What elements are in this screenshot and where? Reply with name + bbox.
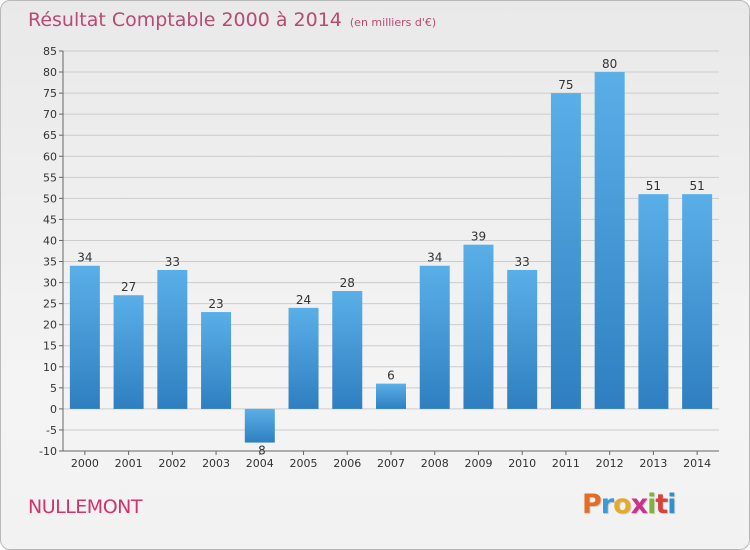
data-label-2000: 34 <box>77 251 92 265</box>
x-tick-label: 2006 <box>333 457 361 470</box>
y-tick-label: 15 <box>43 340 57 353</box>
bar-2009 <box>463 244 494 409</box>
x-tick-label: 2014 <box>683 457 711 470</box>
bar-2013 <box>638 194 669 409</box>
y-axis: -10 -5 0 5 10 15 20 25 30 35 40 45 50 55 60 65 70 75 80 85 <box>39 45 64 458</box>
bar-2010 <box>507 269 538 409</box>
data-label-2008: 34 <box>427 251 442 265</box>
bar-2002 <box>157 269 188 409</box>
data-label-2009: 39 <box>471 230 486 244</box>
y-tick-label: 5 <box>50 382 57 395</box>
x-tick-label: 2003 <box>202 457 230 470</box>
x-tick-label: 2013 <box>639 457 667 470</box>
logo-letter: P <box>582 489 602 520</box>
data-label-2002: 33 <box>165 255 180 269</box>
bar-2012 <box>594 72 625 409</box>
x-tick-label: 2001 <box>115 457 143 470</box>
data-label-2005: 24 <box>296 293 311 307</box>
data-label-2013: 51 <box>646 179 661 193</box>
x-tick-label: 2012 <box>596 457 624 470</box>
bars <box>69 72 713 443</box>
commune-name: NULLEMONT <box>28 496 142 518</box>
bar-2014 <box>682 194 713 409</box>
y-tick-label: 50 <box>43 192 57 205</box>
y-tick-label: 30 <box>43 277 57 290</box>
chart-title-text: Résultat Comptable 2000 à 2014 <box>28 9 342 31</box>
x-tick-label: 2010 <box>508 457 536 470</box>
data-label-2006: 28 <box>340 276 355 290</box>
y-tick-label: 10 <box>43 361 57 374</box>
bar-2007 <box>376 383 406 409</box>
x-tick-label: 2007 <box>377 457 405 470</box>
bar-2006 <box>332 291 363 409</box>
logo-letter: o <box>613 489 632 520</box>
logo-letter: t <box>655 489 668 520</box>
data-label-2012: 80 <box>602 57 617 71</box>
y-tick-label: -5 <box>46 424 57 437</box>
chart-unit: (en milliers d'€) <box>349 16 437 29</box>
y-tick-label: 40 <box>43 234 57 247</box>
bar-2011 <box>550 93 581 409</box>
data-label-2007: 6 <box>387 369 395 383</box>
y-tick-label: -10 <box>39 445 57 458</box>
y-tick-label: 85 <box>43 45 57 58</box>
proxiti-logo[interactable]: Proxiti <box>582 489 677 520</box>
chart-title: Résultat Comptable 2000 à 2014 (en millie… <box>28 9 436 31</box>
x-tick-label: 2002 <box>158 457 186 470</box>
logo-letter: i <box>667 489 676 520</box>
y-tick-label: 35 <box>43 256 57 269</box>
bar-2000 <box>69 265 100 409</box>
y-tick-label: 60 <box>43 150 57 163</box>
y-tick-label: 70 <box>43 108 57 121</box>
data-label-2014: 51 <box>689 179 704 193</box>
logo-letter: x <box>630 489 648 520</box>
y-tick-label: 20 <box>43 319 57 332</box>
x-tick-label: 2005 <box>290 457 318 470</box>
data-label-2011: 75 <box>558 78 573 92</box>
data-label-2001: 27 <box>121 280 136 294</box>
logo-letter: i <box>647 489 656 520</box>
x-tick-label: 2009 <box>464 457 492 470</box>
y-tick-label: 45 <box>43 213 57 226</box>
logo-letter: r <box>600 489 614 520</box>
bar-2003 <box>201 312 232 409</box>
bar-2001 <box>113 295 144 409</box>
bar-2005 <box>288 307 319 409</box>
y-tick-label: 65 <box>43 129 57 142</box>
x-tick-label: 2011 <box>552 457 580 470</box>
data-label-2003: 23 <box>208 297 223 311</box>
y-tick-label: 55 <box>43 171 57 184</box>
data-label-2010: 33 <box>515 255 530 269</box>
x-tick-label: 2000 <box>71 457 99 470</box>
y-tick-label: 25 <box>43 298 57 311</box>
x-tick-label: 2008 <box>421 457 449 470</box>
y-tick-label: 0 <box>50 403 57 416</box>
x-axis: 2000 2001 2002 2003 2004 2005 2006 2007 2008 2009… <box>63 450 719 470</box>
y-tick-label: 75 <box>43 87 57 100</box>
bar-2004 <box>244 408 275 443</box>
bar-2008 <box>419 265 450 409</box>
y-tick-label: 80 <box>43 66 57 79</box>
x-tick-label: 2004 <box>246 457 274 470</box>
